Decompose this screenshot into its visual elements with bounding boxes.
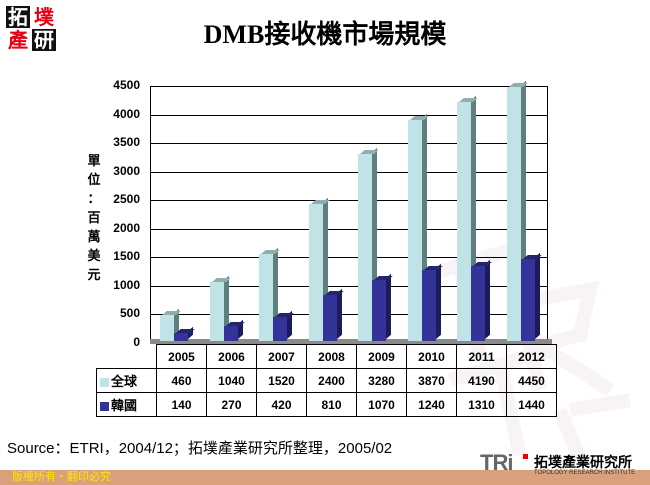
- gridline: [151, 171, 547, 173]
- year-header: 2006: [206, 344, 257, 369]
- bar-global: [506, 80, 528, 341]
- y-label-char: 單: [87, 154, 101, 169]
- bar-korea: [421, 263, 443, 341]
- legend-label: 全球: [111, 375, 138, 390]
- table-cell: 1310: [456, 392, 507, 417]
- y-tick-label: 3000: [113, 163, 140, 178]
- y-tick-label: 4000: [113, 106, 140, 121]
- y-tick-label: 1000: [113, 277, 140, 292]
- source-note: Source：ETRI，2004/12；拓墣產業研究所整理，2005/02: [7, 440, 393, 457]
- bar-global: [358, 147, 379, 341]
- bar-korea: [471, 259, 492, 341]
- gridline: [151, 114, 547, 116]
- gridline: [151, 228, 547, 230]
- y-tick-label: 3500: [113, 135, 140, 150]
- y-tick-label: 4500: [113, 78, 140, 92]
- bar-korea: [174, 326, 195, 341]
- table-cell: 4190: [456, 368, 507, 393]
- bar-global: [407, 113, 429, 341]
- table-cell: 270: [206, 392, 257, 417]
- table-cell: 3870: [406, 368, 457, 393]
- bar-global: [457, 95, 478, 341]
- logo-char: 墣: [34, 5, 54, 29]
- bar-global: [160, 308, 181, 341]
- gridline: [151, 200, 547, 202]
- brand-name-cn: 拓墣產業研究所: [534, 455, 632, 471]
- y-tick-label: 2000: [113, 220, 140, 235]
- copyright-text: 版權所有・翻印必究: [12, 471, 111, 483]
- table-cell: 1440: [506, 392, 557, 417]
- table-row-korea: 韓國 140 270 420 810 1070 1240 1310 1440: [96, 392, 557, 417]
- year-header: 2010: [406, 344, 457, 369]
- legend-label: 韓國: [111, 399, 138, 414]
- year-header: 2007: [256, 344, 307, 369]
- gridline: [151, 143, 547, 145]
- table-cell: 3280: [356, 368, 407, 393]
- y-tick-label: 1500: [113, 249, 140, 264]
- chart-floor: [150, 339, 552, 344]
- table-cell: 1040: [206, 368, 257, 393]
- bar-global: [209, 275, 231, 341]
- bar-korea: [223, 319, 245, 341]
- logo-char: 研: [32, 28, 56, 52]
- year-header: 2012: [506, 344, 557, 369]
- table-cell: 1240: [406, 392, 457, 417]
- year-header: 2011: [456, 344, 507, 369]
- tri-mark: TRi: [480, 450, 513, 475]
- table-row-global: 全球 460 1040 1520 2400 3280 3870 4190 445…: [96, 368, 557, 393]
- y-tick-label: 500: [119, 306, 140, 321]
- y-label-char: 百: [87, 211, 101, 226]
- bar-korea: [372, 273, 393, 341]
- chart-data-table: 2005 2006 2007 2008 2009 2010 2011 2012 …: [96, 344, 557, 417]
- table-cell: 1520: [256, 368, 307, 393]
- table-cell: 2400: [306, 368, 357, 393]
- table-header-row: 2005 2006 2007 2008 2009 2010 2011 2012: [97, 344, 557, 369]
- legend-swatch-global: [100, 378, 109, 387]
- y-label-char: ：: [87, 192, 101, 207]
- table-cell: 1070: [356, 392, 407, 417]
- legend-korea: 韓國: [96, 392, 157, 417]
- y-label-char: 位: [87, 173, 101, 188]
- legend-global: 全球: [96, 368, 157, 393]
- table-cell: 460: [156, 368, 207, 393]
- y-axis-label: 單 位 ： 百 萬 美 元: [86, 152, 102, 285]
- tri-logo: 拓 墣 產 研: [6, 6, 60, 52]
- table-cell: 810: [306, 392, 357, 417]
- year-header: 2008: [306, 344, 357, 369]
- y-label-char: 美: [87, 249, 101, 264]
- y-tick-label: 0: [133, 335, 140, 349]
- table-cell: 420: [256, 392, 307, 417]
- tri-brand-logo: TRi 拓墣產業研究所 TOPOLOGY RESEARCH INSTITUTE: [480, 450, 635, 476]
- gridline: [151, 257, 547, 259]
- footer-bar: 版權所有・翻印必究: [0, 470, 650, 485]
- gridline: [151, 314, 547, 316]
- brand-name-en: TOPOLOGY RESEARCH INSTITUTE: [534, 470, 636, 476]
- table-corner: [97, 345, 157, 369]
- tri-dot-icon: [523, 454, 528, 459]
- year-header: 2005: [156, 344, 207, 369]
- bar-global: [259, 247, 280, 341]
- legend-swatch-korea: [100, 402, 109, 411]
- page-title: DMB接收機市場規模: [203, 20, 447, 49]
- year-header: 2009: [356, 344, 407, 369]
- y-tick-label: 2500: [113, 192, 140, 207]
- bar-korea: [322, 288, 344, 341]
- table-cell: 140: [156, 392, 207, 417]
- gridline: [151, 285, 547, 287]
- table-cell: 4450: [506, 368, 557, 393]
- logo-char: 拓: [6, 5, 30, 29]
- y-label-char: 元: [87, 268, 101, 283]
- bar-korea: [520, 252, 542, 341]
- bar-korea: [273, 310, 294, 341]
- y-label-char: 萬: [87, 230, 101, 245]
- logo-char: 產: [8, 28, 28, 52]
- bar-global: [308, 197, 330, 341]
